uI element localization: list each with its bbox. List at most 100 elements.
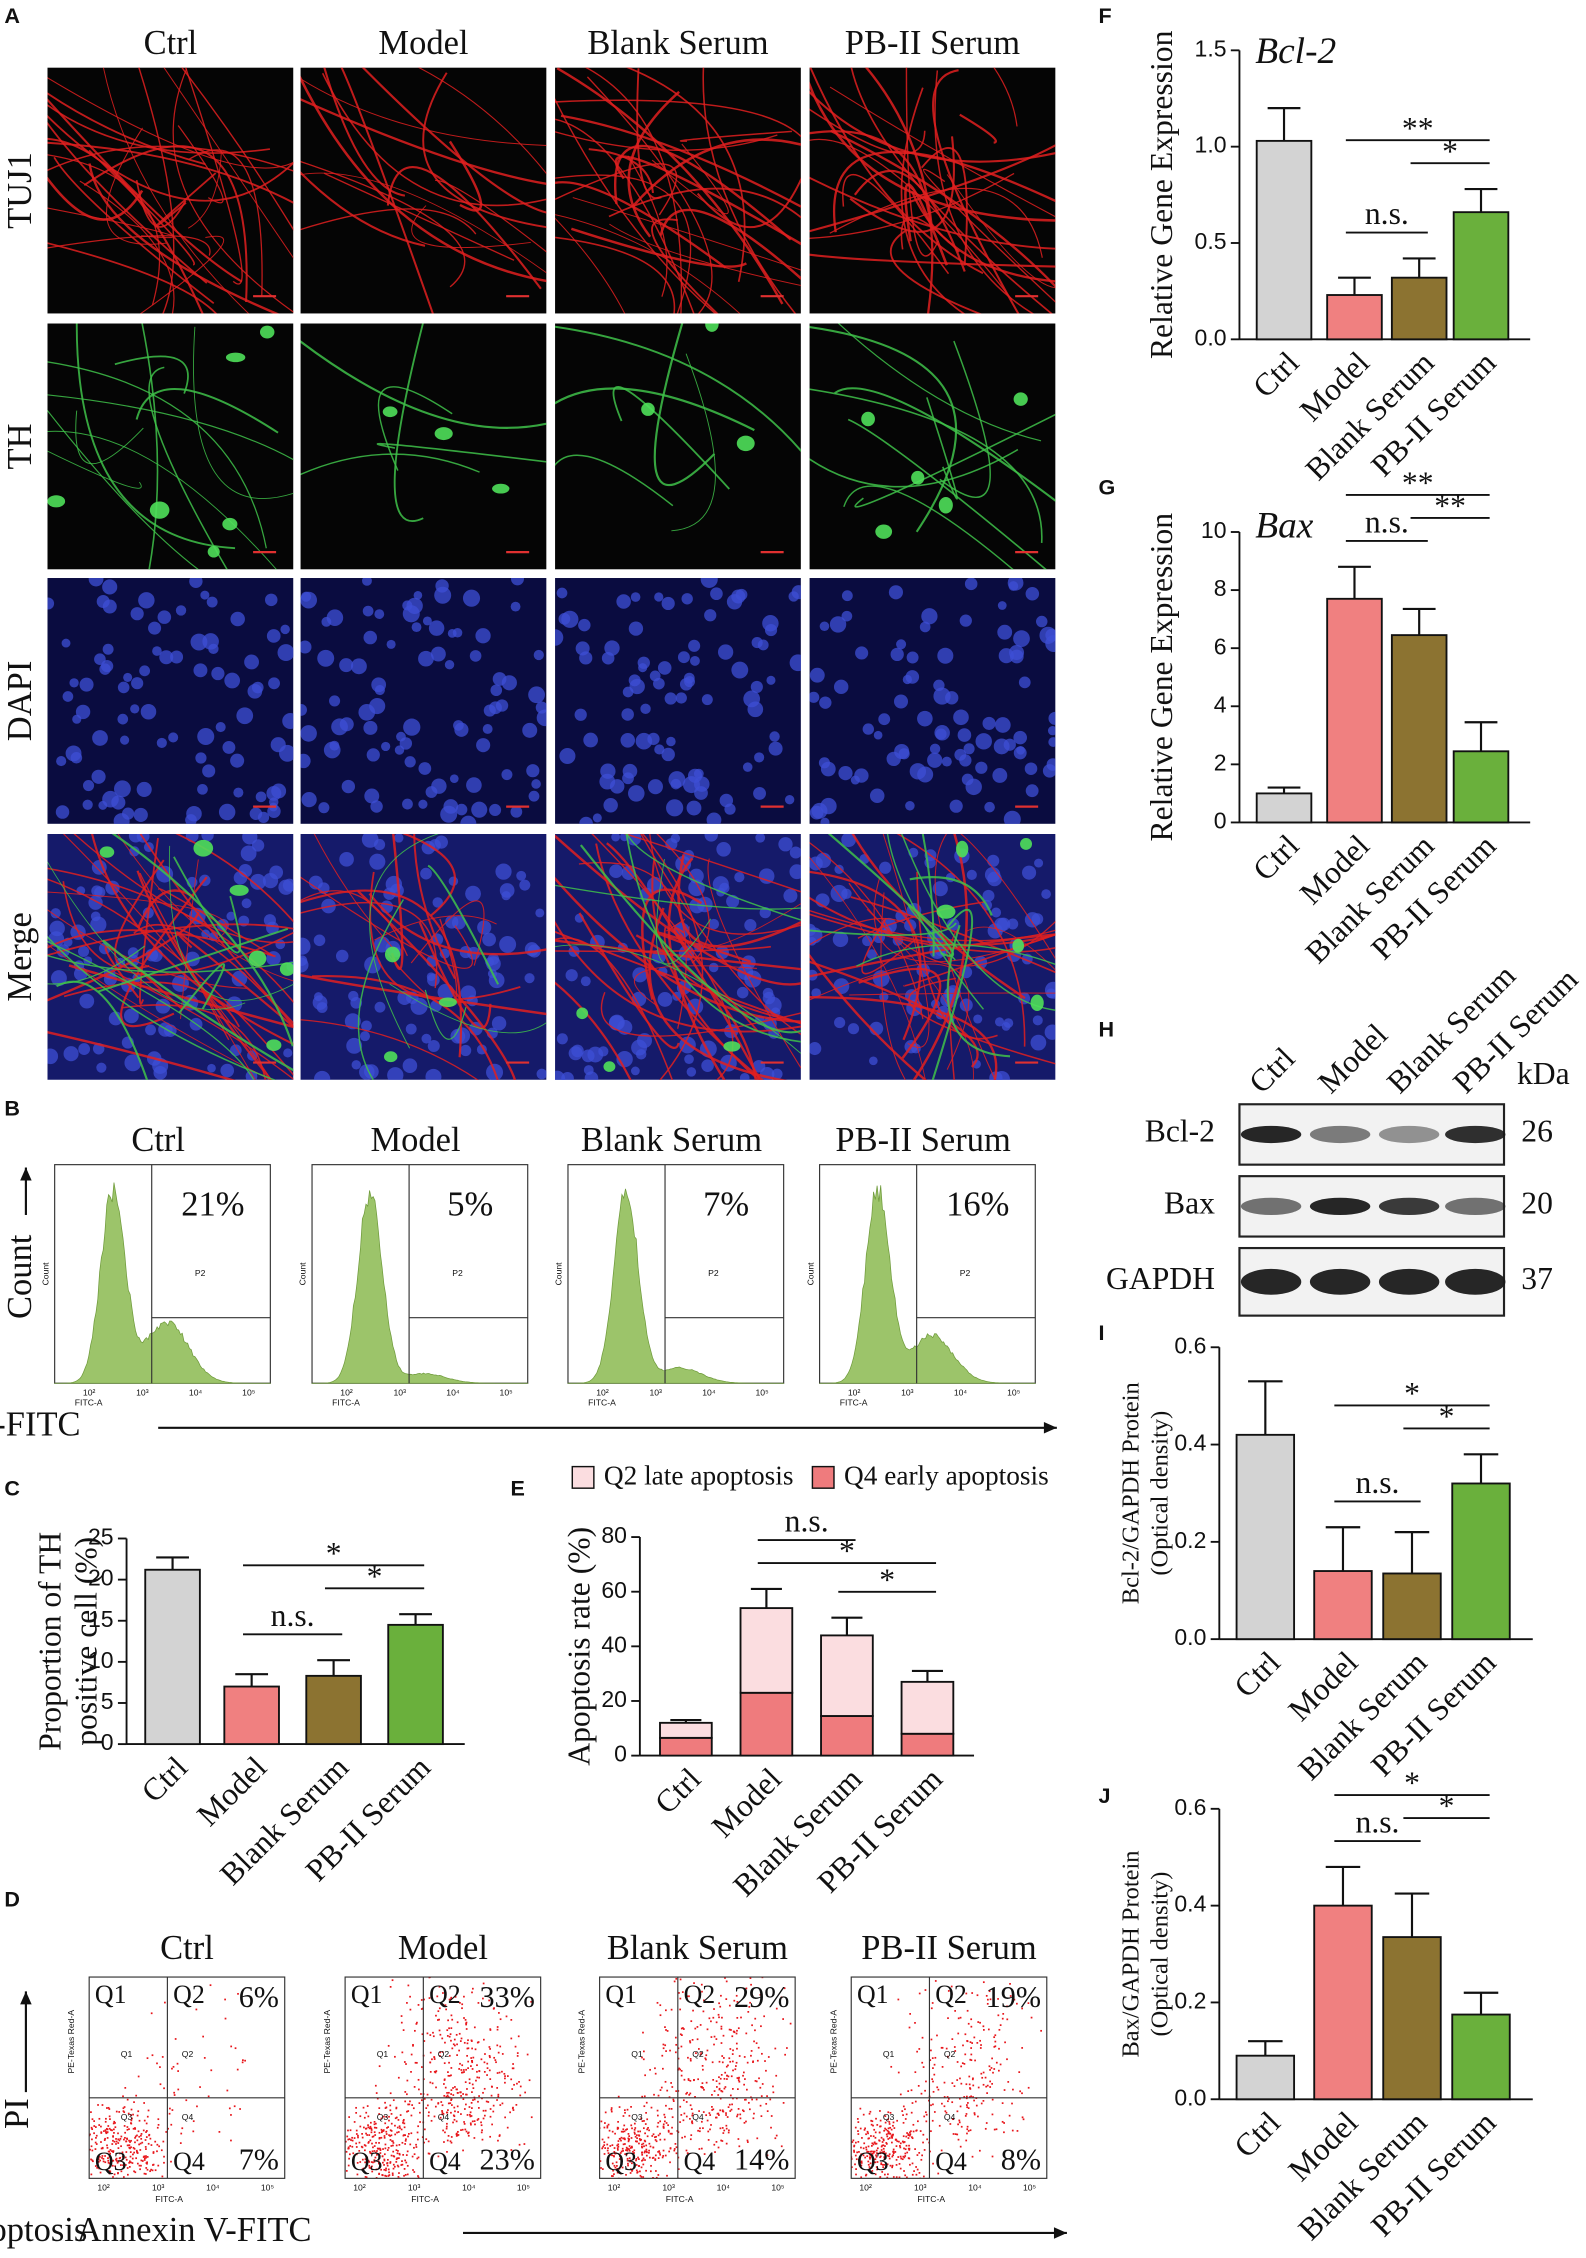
nucleus: [754, 752, 765, 763]
event-dot: [117, 2172, 119, 2174]
event-dot: [756, 1974, 758, 1976]
event-dot: [634, 2140, 637, 2143]
event-dot: [723, 2077, 726, 2080]
event-dot: [135, 2157, 138, 2160]
event-dot: [961, 2062, 964, 2065]
event-dot: [396, 2126, 399, 2129]
event-dot: [410, 2071, 412, 2073]
event-dot: [362, 2167, 365, 2170]
event-dot: [163, 2161, 165, 2164]
event-dot: [394, 2055, 396, 2058]
nucleus: [706, 812, 722, 824]
event-dot: [977, 2115, 979, 2118]
event-dot: [454, 1995, 457, 1998]
event-dot: [889, 2164, 892, 2167]
event-dot: [910, 2089, 913, 2092]
nucleus: [117, 713, 129, 725]
event-dot: [640, 2166, 643, 2169]
event-dot: [468, 2106, 471, 2108]
event-dot: [626, 2108, 629, 2111]
event-dot: [667, 2129, 670, 2132]
nucleus: [455, 803, 468, 816]
cell-body: [384, 946, 401, 963]
event-dot: [690, 2134, 693, 2137]
neurite: [300, 171, 426, 247]
nucleus: [784, 795, 795, 805]
event-dot: [630, 2192, 632, 2194]
nucleus: [92, 730, 108, 746]
event-dot: [755, 2080, 758, 2083]
event-dot: [123, 2111, 126, 2114]
event-dot: [603, 2126, 606, 2129]
event-dot: [368, 2134, 371, 2136]
neurite: [555, 99, 801, 138]
event-dot: [723, 2129, 726, 2132]
event-dot: [391, 1979, 394, 1982]
event-dot: [687, 2079, 690, 2081]
error-bar: [831, 1616, 863, 1636]
nucleus: [866, 949, 878, 960]
event-dot: [108, 2155, 111, 2158]
event-dot: [435, 2070, 438, 2072]
event-dot: [915, 2173, 918, 2176]
neurite: [673, 927, 759, 1032]
event-dot: [484, 2109, 487, 2112]
nucleus: [224, 672, 241, 689]
panel-label: J: [1099, 1783, 1111, 1808]
event-dot: [130, 2122, 132, 2124]
event-dot: [450, 2141, 453, 2144]
event-dot: [655, 2140, 658, 2143]
event-dot: [407, 2133, 410, 2135]
cell-body: [99, 846, 115, 858]
event-dot: [342, 2151, 344, 2153]
event-dot: [158, 2145, 161, 2148]
event-dot: [133, 2179, 135, 2181]
axis-title: PI: [0, 2098, 36, 2129]
nucleus: [528, 790, 540, 802]
bar: [305, 1674, 362, 1746]
nucleus: [838, 766, 853, 781]
event-dot: [665, 2009, 667, 2012]
x-tick-label: 10³: [662, 2183, 675, 2193]
event-dot: [875, 2156, 878, 2158]
event-dot: [871, 2142, 874, 2145]
y-tick-label: 40: [601, 1631, 627, 1657]
nucleus: [102, 790, 119, 808]
event-dot: [855, 2168, 857, 2170]
event-dot: [646, 2135, 649, 2138]
nucleus: [927, 752, 943, 768]
event-dot: [616, 2128, 619, 2130]
event-dot: [944, 2110, 947, 2113]
event-dot: [396, 2157, 399, 2160]
nucleus: [668, 771, 686, 789]
comparison-label: *: [1404, 1766, 1420, 1801]
event-dot: [365, 2176, 368, 2179]
event-dot: [669, 2049, 671, 2052]
blot-band: [1378, 1268, 1440, 1295]
event-dot: [406, 2110, 408, 2113]
event-dot: [1027, 2086, 1030, 2089]
event-dot: [716, 2112, 719, 2115]
nucleus: [266, 629, 281, 643]
event-dot: [446, 2111, 449, 2114]
nucleus: [1046, 758, 1056, 771]
event-dot: [440, 2101, 443, 2103]
event-dot: [132, 2127, 135, 2130]
event-dot: [474, 2048, 477, 2051]
event-dot: [835, 2119, 837, 2121]
event-dot: [759, 2104, 762, 2107]
event-dot: [367, 2141, 370, 2143]
event-dot: [510, 2078, 513, 2081]
event-dot: [715, 2140, 718, 2143]
event-dot: [1001, 2120, 1004, 2123]
event-dot: [378, 2107, 381, 2109]
event-dot: [181, 2127, 184, 2130]
event-dot: [724, 1977, 726, 1979]
nucleus: [862, 935, 873, 947]
comparison-label: **: [1402, 466, 1434, 501]
event-dot: [888, 2132, 891, 2135]
q2-percentage: 6%: [239, 1980, 279, 2014]
event-dot: [141, 2141, 144, 2144]
event-dot: [712, 2108, 715, 2111]
event-dot: [488, 1999, 491, 2002]
